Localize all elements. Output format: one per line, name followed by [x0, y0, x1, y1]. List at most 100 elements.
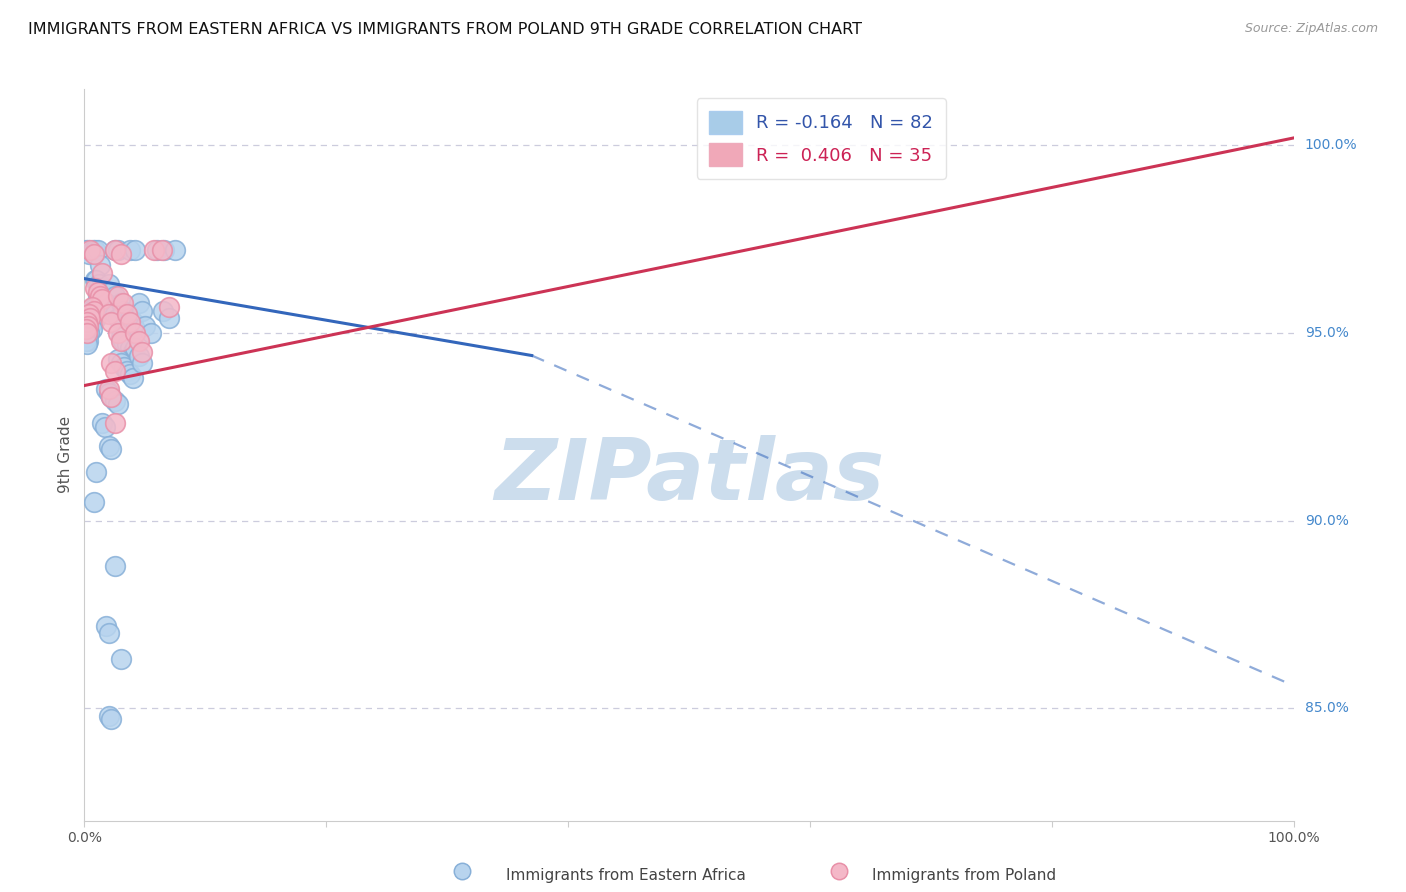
Point: [84, 273, 107, 287]
Point: [128, 334, 150, 348]
Point: [112, 303, 135, 318]
Point: [100, 315, 122, 329]
Point: [110, 356, 132, 370]
Point: [139, 326, 162, 340]
Point: [89, 292, 111, 306]
Point: [97, 708, 120, 723]
Point: [104, 244, 127, 258]
Point: [143, 244, 166, 258]
Point: [97, 307, 120, 321]
Point: [120, 311, 142, 326]
Point: [79, 311, 101, 326]
Point: [79, 244, 101, 258]
Point: [91, 285, 114, 299]
Point: [131, 344, 153, 359]
Point: [86, 285, 108, 299]
Point: [157, 300, 180, 314]
Point: [115, 307, 138, 321]
Point: [150, 244, 173, 258]
Point: [107, 288, 129, 302]
Point: [121, 315, 143, 329]
Point: [75, 322, 97, 336]
Point: [75, 326, 97, 340]
Point: [121, 371, 143, 385]
Text: 85.0%: 85.0%: [1305, 701, 1348, 715]
Point: [90, 285, 112, 299]
Point: [82, 315, 104, 329]
Point: [121, 344, 143, 359]
Point: [115, 307, 138, 321]
Point: [87, 277, 110, 292]
Point: [104, 244, 127, 258]
Point: [77, 307, 100, 321]
Point: [128, 349, 150, 363]
Legend: R = -0.164   N = 82, R =  0.406   N = 35: R = -0.164 N = 82, R = 0.406 N = 35: [697, 98, 946, 179]
Point: [79, 318, 101, 333]
Point: [94, 382, 117, 396]
Point: [107, 397, 129, 411]
Text: 95.0%: 95.0%: [1305, 326, 1348, 340]
Point: [86, 244, 108, 258]
Point: [124, 322, 146, 336]
Point: [153, 244, 176, 258]
Point: [115, 337, 138, 351]
Y-axis label: 9th Grade: 9th Grade: [58, 417, 73, 493]
Point: [83, 247, 105, 261]
Point: [110, 652, 132, 666]
Point: [77, 318, 100, 333]
Point: [75, 334, 97, 348]
Point: [75, 244, 97, 258]
Point: [124, 341, 146, 355]
Text: Source: ZipAtlas.com: Source: ZipAtlas.com: [1244, 22, 1378, 36]
Point: [100, 285, 122, 299]
Point: [97, 626, 120, 640]
Point: [86, 273, 108, 287]
Point: [100, 303, 122, 318]
Point: [110, 334, 132, 348]
Point: [163, 244, 186, 258]
Point: [86, 288, 108, 302]
Text: ZIPatlas: ZIPatlas: [494, 435, 884, 518]
Text: IMMIGRANTS FROM EASTERN AFRICA VS IMMIGRANTS FROM POLAND 9TH GRADE CORRELATION C: IMMIGRANTS FROM EASTERN AFRICA VS IMMIGR…: [28, 22, 862, 37]
Point: [120, 244, 142, 258]
Point: [91, 266, 114, 280]
Point: [82, 244, 104, 258]
Point: [77, 247, 100, 261]
Point: [827, 863, 849, 878]
Point: [450, 863, 472, 878]
Point: [104, 393, 127, 408]
Point: [104, 416, 127, 430]
Point: [110, 330, 132, 344]
Point: [77, 244, 100, 258]
Text: 90.0%: 90.0%: [1305, 514, 1348, 527]
Point: [80, 322, 103, 336]
Point: [77, 334, 100, 348]
Point: [77, 326, 100, 340]
Point: [94, 419, 117, 434]
Point: [104, 558, 127, 573]
Point: [84, 244, 107, 258]
Point: [124, 244, 146, 258]
Point: [104, 307, 127, 321]
Point: [79, 315, 101, 329]
Point: [97, 300, 120, 314]
Point: [77, 318, 100, 333]
Point: [97, 386, 120, 401]
Point: [89, 288, 111, 302]
Point: [131, 356, 153, 370]
Point: [91, 292, 114, 306]
Point: [110, 296, 132, 310]
Point: [100, 390, 122, 404]
Point: [112, 334, 135, 348]
Point: [97, 438, 120, 452]
Point: [77, 315, 100, 329]
Point: [110, 247, 132, 261]
Point: [89, 281, 111, 295]
Point: [89, 259, 111, 273]
Point: [107, 244, 129, 258]
Point: [76, 326, 98, 340]
Point: [76, 330, 98, 344]
Point: [76, 337, 98, 351]
Point: [97, 277, 120, 292]
Point: [104, 363, 127, 377]
